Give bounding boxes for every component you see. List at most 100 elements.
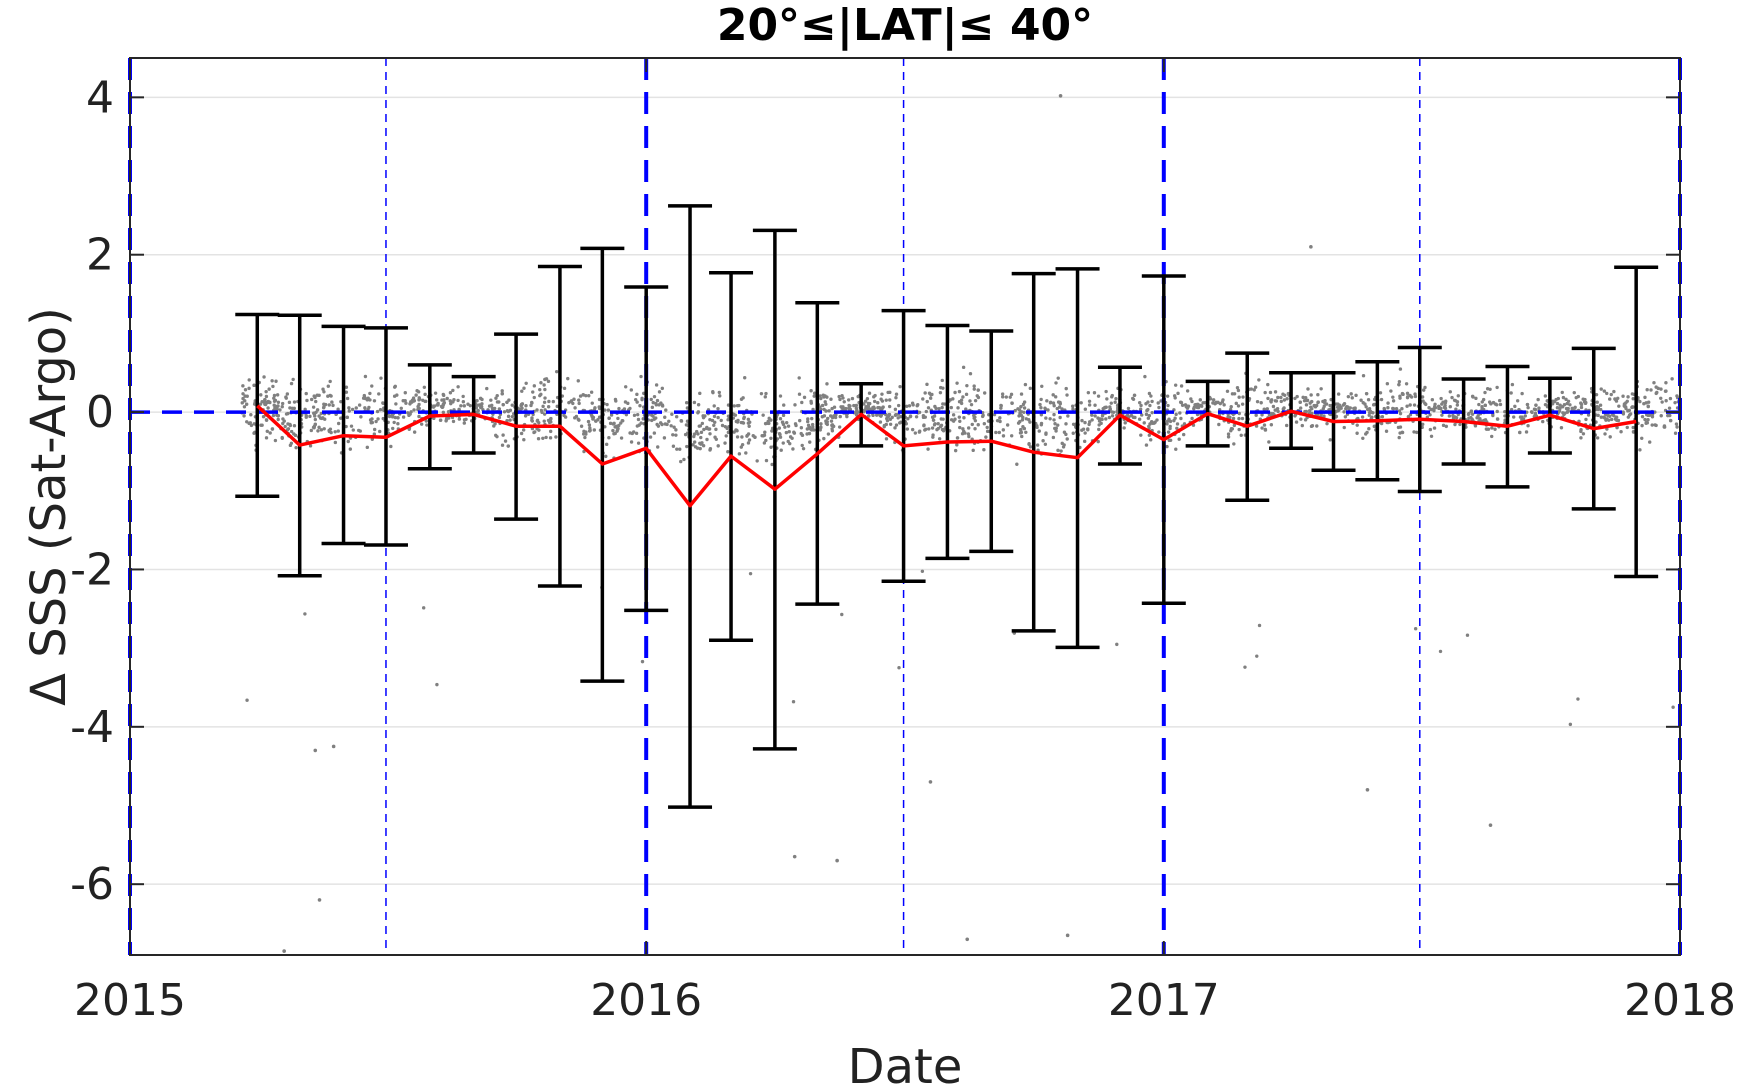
scatter-point — [1576, 394, 1581, 399]
scatter-point — [1090, 413, 1094, 417]
scatter-point — [1512, 415, 1516, 419]
scatter-point — [838, 414, 842, 419]
scatter-point — [1260, 413, 1264, 417]
scatter-point — [1298, 406, 1303, 410]
scatter-point — [495, 434, 499, 439]
scatter-point — [743, 376, 747, 380]
scatter-point — [1211, 401, 1215, 405]
scatter-point — [808, 440, 812, 444]
scatter-point — [1408, 393, 1412, 398]
scatter-point — [1474, 396, 1478, 401]
scatter-point — [290, 406, 294, 410]
scatter-point — [1675, 425, 1679, 429]
scatter-point — [1386, 401, 1390, 405]
scatter-point — [1328, 438, 1332, 442]
scatter-point — [652, 431, 657, 435]
scatter-point — [651, 400, 655, 405]
scatter-point — [304, 391, 308, 396]
scatter-point — [1231, 416, 1236, 421]
scatter-point — [846, 398, 851, 402]
scatter-point — [1044, 416, 1048, 420]
scatter-point — [1543, 394, 1548, 398]
scatter-point — [1436, 404, 1441, 409]
scatter-point — [778, 394, 783, 398]
scatter-point — [691, 443, 695, 447]
scatter-point — [854, 403, 859, 408]
scatter-point — [372, 399, 377, 403]
scatter-point — [767, 421, 771, 426]
scatter-point — [1192, 407, 1196, 411]
scatter-point — [1054, 381, 1058, 385]
scatter-point — [1659, 387, 1663, 391]
scatter-point — [838, 397, 842, 402]
scatter-point — [1132, 393, 1137, 397]
scatter-point — [322, 427, 326, 431]
scatter-point — [1605, 391, 1609, 396]
scatter-point — [522, 386, 526, 390]
scatter-point — [927, 391, 932, 395]
scatter-point — [780, 420, 785, 424]
scatter-point — [1359, 398, 1363, 402]
scatter-point — [468, 403, 473, 408]
scatter-point — [914, 415, 919, 419]
scatter-point — [1650, 415, 1655, 419]
scatter-point — [379, 376, 383, 380]
scatter-point — [1391, 395, 1395, 399]
scatter-point — [336, 421, 341, 426]
scatter-point — [763, 430, 767, 434]
scatter-point — [852, 403, 856, 408]
scatter-point — [401, 415, 406, 419]
scatter-point — [1253, 385, 1258, 389]
scatter-point — [1608, 397, 1612, 401]
scatter-point — [619, 421, 623, 425]
scatter-point — [1305, 398, 1310, 403]
scatter-point — [1027, 442, 1031, 446]
scatter-point — [293, 433, 298, 438]
scatter-point — [1583, 397, 1587, 402]
scatter-point — [445, 396, 449, 401]
scatter-point — [628, 406, 632, 411]
scatter-point — [448, 391, 453, 395]
scatter-point — [274, 379, 278, 383]
scatter-point — [781, 413, 786, 418]
scatter-point — [638, 403, 642, 408]
scatter-point — [291, 377, 295, 382]
scatter-point — [502, 410, 507, 414]
chart-title: 20°≤|LAT|≤ 40° — [717, 0, 1093, 51]
scatter-point — [800, 443, 804, 448]
scatter-point — [289, 429, 294, 434]
scatter-point — [1150, 410, 1154, 415]
scatter-point — [1579, 405, 1584, 410]
scatter-point — [247, 386, 251, 391]
scatter-point — [837, 425, 842, 429]
scatter-point — [1082, 439, 1087, 444]
scatter-point — [792, 431, 797, 435]
scatter-point — [543, 387, 547, 392]
scatter-point — [938, 385, 943, 390]
scatter-point — [740, 435, 744, 439]
scatter-point — [822, 407, 826, 412]
scatter-point — [1378, 391, 1383, 395]
scatter-point — [953, 448, 958, 453]
scatter-point — [1211, 398, 1216, 402]
scatter-point — [894, 392, 899, 396]
scatter-point — [1621, 412, 1626, 416]
scatter-point — [271, 384, 275, 389]
scatter-point — [660, 386, 665, 391]
scatter-point — [748, 571, 753, 576]
scatter-point — [431, 405, 436, 409]
scatter-point — [654, 383, 659, 387]
scatter-point — [1559, 426, 1564, 430]
scatter-point — [1581, 432, 1586, 436]
scatter-point — [648, 435, 653, 439]
scatter-point — [479, 405, 484, 409]
scatter-point — [372, 427, 377, 432]
scatter-point — [726, 430, 731, 435]
scatter-point — [835, 858, 839, 863]
scatter-point — [906, 416, 910, 421]
scatter-point — [1408, 403, 1412, 407]
scatter-point — [612, 432, 616, 436]
scatter-point — [282, 949, 286, 953]
scatter-point — [1237, 411, 1241, 416]
scatter-point — [1315, 424, 1319, 428]
